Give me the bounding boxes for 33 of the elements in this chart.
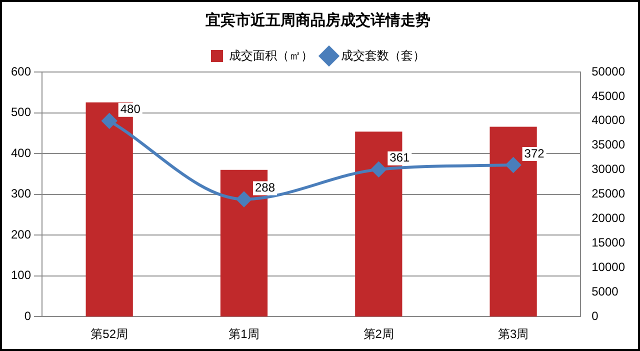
y-tick-label: 500 <box>10 105 32 120</box>
point <box>371 162 386 177</box>
y2-tick-label: 45000 <box>592 88 626 103</box>
legend-label: 成交套数（套） <box>341 48 425 62</box>
data-label: 372 <box>524 146 545 160</box>
y2-tick-label: 30000 <box>592 162 626 176</box>
y2-tick-label: 50000 <box>592 64 626 78</box>
y-tick-label: 400 <box>10 146 32 160</box>
point <box>102 113 117 128</box>
y2-tick-label: 15000 <box>592 236 626 250</box>
x-tick-label: 第1周 <box>228 327 260 342</box>
legend-label: 成交面积（㎡） <box>229 48 313 62</box>
y2-tick-label: 10000 <box>592 260 626 274</box>
y2-tick-label: 20000 <box>592 211 626 226</box>
y2-tick-label: 25000 <box>592 186 626 201</box>
y2-tick-label: 40000 <box>592 113 626 128</box>
y-tick-label: 600 <box>10 64 32 78</box>
data-label: 288 <box>255 180 276 195</box>
data-label: 480 <box>120 102 141 116</box>
y2-tick-label: 5000 <box>592 284 619 298</box>
x-tick-label: 第52周 <box>90 327 128 342</box>
y-tick-label: 0 <box>24 308 32 323</box>
y2-tick-label: 35000 <box>592 138 626 152</box>
point <box>236 192 252 207</box>
y-tick-label: 200 <box>10 227 32 242</box>
chart-title: 宜宾市近五周商品房成交详情走势 <box>206 11 430 30</box>
y-tick-label: 300 <box>10 186 32 201</box>
point <box>506 157 521 172</box>
x-tick-label: 第2周 <box>363 327 394 342</box>
data-label: 361 <box>390 150 410 165</box>
x-tick-label: 第3周 <box>498 327 529 342</box>
y2-tick-label: 0 <box>592 308 599 323</box>
y-tick-label: 100 <box>10 268 32 282</box>
